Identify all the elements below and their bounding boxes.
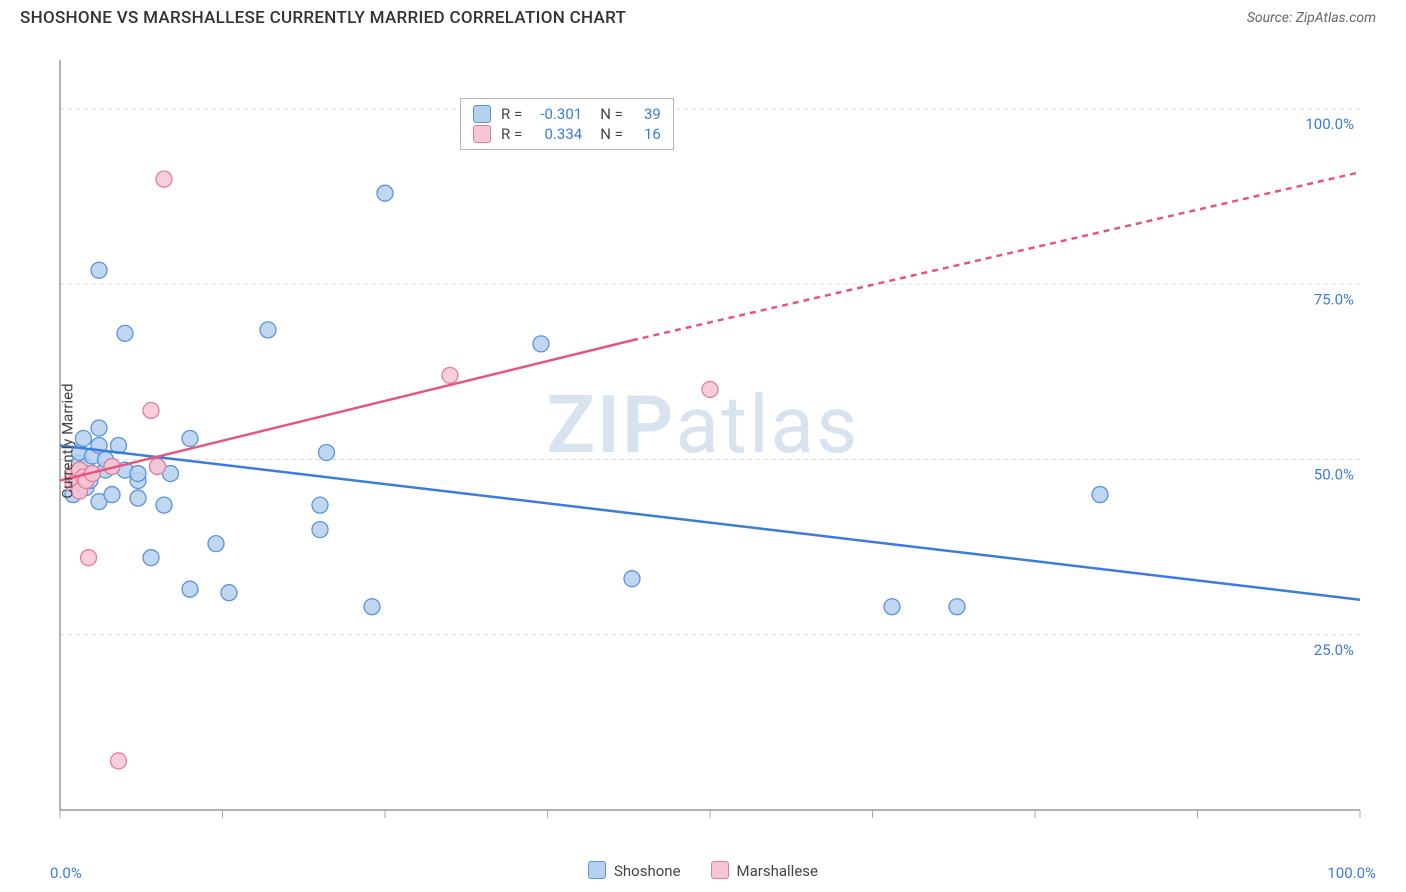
stats-row: R = -0.301 N = 39 — [473, 104, 661, 124]
chart-title: SHOSHONE VS MARSHALLESE CURRENTLY MARRIE… — [20, 8, 626, 28]
legend-label-marshallese: Marshallese — [737, 862, 818, 880]
legend-item-marshallese: Marshallese — [711, 861, 818, 880]
svg-text:75.0%: 75.0% — [1314, 290, 1354, 308]
stats-n-label: N = — [600, 125, 623, 143]
header: SHOSHONE VS MARSHALLESE CURRENTLY MARRIE… — [0, 0, 1406, 32]
scatter-plot: 25.0% 50.0% 75.0% 100.0% — [20, 40, 1386, 842]
stats-n-label: N = — [600, 105, 623, 123]
svg-text:50.0%: 50.0% — [1314, 466, 1354, 484]
stats-n-value: 16 — [633, 125, 661, 143]
legend-label-shoshone: Shoshone — [614, 862, 681, 880]
stats-legend-box: R = -0.301 N = 39 R = 0.334 N = 16 — [460, 98, 674, 150]
legend-swatch-shoshone — [588, 861, 606, 879]
stats-swatch — [473, 105, 491, 123]
legend-swatch-marshallese — [711, 861, 729, 879]
stats-r-value: -0.301 — [532, 105, 582, 123]
stats-n-value: 39 — [633, 105, 661, 123]
bottom-legend: Shoshone Marshallese — [0, 861, 1406, 880]
svg-text:100.0%: 100.0% — [1305, 115, 1354, 133]
stats-r-label: R = — [501, 105, 522, 123]
chart-area: Currently Married 25.0%50.0%75.0%100.0% … — [20, 40, 1386, 842]
legend-item-shoshone: Shoshone — [588, 861, 681, 880]
stats-swatch — [473, 125, 491, 143]
svg-text:25.0%: 25.0% — [1314, 641, 1354, 659]
stats-r-label: R = — [501, 125, 522, 143]
stats-r-value: 0.334 — [532, 125, 582, 143]
y-axis-label: Currently Married — [59, 383, 77, 498]
source-label: Source: ZipAtlas.com — [1247, 10, 1376, 26]
stats-row: R = 0.334 N = 16 — [473, 124, 661, 144]
